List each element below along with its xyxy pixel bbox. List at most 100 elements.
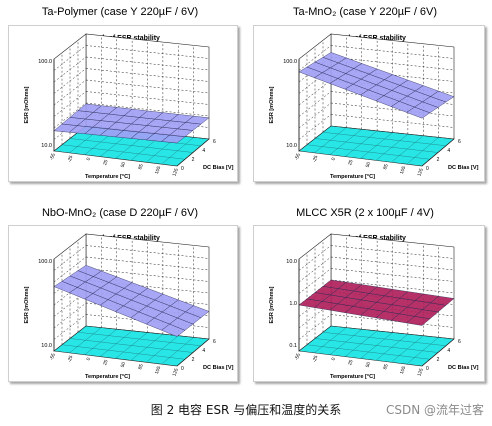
panel-title-nbo-mno2: NbO-MnO₂ (case D 220µF / 6V) xyxy=(41,207,199,219)
y-tick-label: 0 xyxy=(426,166,429,172)
floor-gridline xyxy=(322,332,447,346)
back-wall-hline xyxy=(330,314,455,328)
left-wall-hline xyxy=(53,102,87,129)
x-axis-label: Temperature [°C] xyxy=(330,174,375,180)
left-wall-hline xyxy=(298,256,332,283)
back-wall-hline xyxy=(330,45,455,59)
z-tick-label: 10.0 xyxy=(41,143,52,149)
x-tick-label: 0 xyxy=(330,157,337,162)
x-tick-label: 105 xyxy=(154,365,162,375)
floor-gridline xyxy=(69,338,194,353)
figure-caption: 图 2 电容 ESR 与偏压和温度的关系 xyxy=(150,403,342,417)
y-tick-label: 0 xyxy=(181,366,184,372)
surface-cell xyxy=(430,295,455,306)
esr-surface xyxy=(298,279,455,326)
y-tick-label: 0 xyxy=(181,166,184,172)
x-tick-label: 85 xyxy=(137,163,145,170)
back-wall-hline xyxy=(330,245,455,259)
y-axis-label: DC Bias [V] xyxy=(203,165,234,171)
x-tick-label: 125 xyxy=(416,367,424,377)
floor-gridline xyxy=(322,132,447,146)
z-axis-label: ESR [mOhms] xyxy=(269,86,275,123)
back-wall-hline xyxy=(85,245,210,259)
left-wall-hline xyxy=(298,314,332,340)
floor-gridline xyxy=(61,344,186,360)
y-tick-label: 4 xyxy=(202,148,205,154)
back-wall-hline xyxy=(85,79,210,94)
y-tick-label: 2 xyxy=(437,357,440,363)
panel-title-ta-polymer: Ta-Polymer (case Y 220µF / 6V) xyxy=(41,6,199,18)
left-wall-hline xyxy=(298,102,332,129)
left-wall-hline xyxy=(53,68,87,94)
x-tick-label: 125 xyxy=(171,367,179,377)
floor-grid xyxy=(306,327,447,365)
back-wall-hline xyxy=(330,114,455,128)
x-axis-label: Temperature [°C] xyxy=(85,374,130,380)
back-wall-hline xyxy=(85,45,210,59)
surface-cell xyxy=(430,90,455,103)
back-wall-hline xyxy=(330,268,455,282)
left-wall-hline xyxy=(298,114,332,140)
z-axis-label: ESR [mOhms] xyxy=(269,286,275,323)
left-wall-hline xyxy=(298,79,332,106)
back-wall-hline xyxy=(330,102,455,117)
x-tick-label: 0 xyxy=(85,357,92,362)
z-axis-label: ESR [mOhms] xyxy=(24,286,30,323)
x-tick-label: -25 xyxy=(66,154,74,163)
left-wall-hline xyxy=(298,91,332,117)
back-wall-hline xyxy=(330,256,455,271)
surface-cell xyxy=(185,305,210,318)
z-tick-label: 10.0 xyxy=(286,143,297,149)
y-tick-label: 2 xyxy=(192,357,195,363)
x-tick-label: 85 xyxy=(382,163,390,170)
floor-gridline xyxy=(77,332,202,346)
back-wall-hline xyxy=(330,279,455,294)
x-tick-label: 85 xyxy=(137,363,145,370)
x-tick-label: 50 xyxy=(365,361,373,368)
floor-gridline xyxy=(314,138,439,153)
floor-gridline xyxy=(314,338,439,353)
y-tick-label: 6 xyxy=(458,139,461,145)
x-tick-label: -55 xyxy=(294,152,302,161)
x-tick-label: 0 xyxy=(85,157,92,162)
left-wall-hline xyxy=(53,91,87,117)
x-tick-label: 0 xyxy=(330,357,337,362)
x-axis-label: Temperature [°C] xyxy=(85,174,130,180)
left-wall-hline xyxy=(298,245,332,271)
floor-gridline xyxy=(69,138,194,153)
x-tick-label: 25 xyxy=(347,159,355,166)
back-wall-hline xyxy=(85,91,210,105)
esr-surface xyxy=(298,52,455,119)
back-wall-hline xyxy=(85,68,210,82)
y-tick-label: 0 xyxy=(426,366,429,372)
x-tick-label: 105 xyxy=(399,365,407,375)
left-wall-hline xyxy=(53,45,87,71)
left-wall-hline xyxy=(53,79,87,106)
left-wall-hline xyxy=(53,245,87,271)
left-wall-hline xyxy=(53,302,87,329)
panel-title-ta-mno2: Ta-MnO₂ (case Y 220µF / 6V) xyxy=(292,6,438,18)
x-tick-label: -25 xyxy=(311,154,319,163)
z-tick-label: 100.0 xyxy=(283,59,297,65)
back-wall-hline xyxy=(85,56,210,71)
bias-axis-line xyxy=(421,338,455,367)
x-tick-label: -55 xyxy=(294,352,302,361)
x-axis-label: Temperature [°C] xyxy=(330,374,375,380)
x-tick-label: -25 xyxy=(311,354,319,363)
y-tick-label: 2 xyxy=(192,157,195,163)
bias-axis-line xyxy=(176,138,210,167)
y-tick-label: 6 xyxy=(458,339,461,345)
watermark: CSDN @流年过客 xyxy=(385,403,484,417)
floor-gridline xyxy=(306,144,431,160)
y-tick-label: 4 xyxy=(202,348,205,354)
y-tick-label: 4 xyxy=(447,148,450,154)
y-tick-label: 6 xyxy=(213,339,216,345)
z-tick-label: 10.0 xyxy=(41,343,52,349)
